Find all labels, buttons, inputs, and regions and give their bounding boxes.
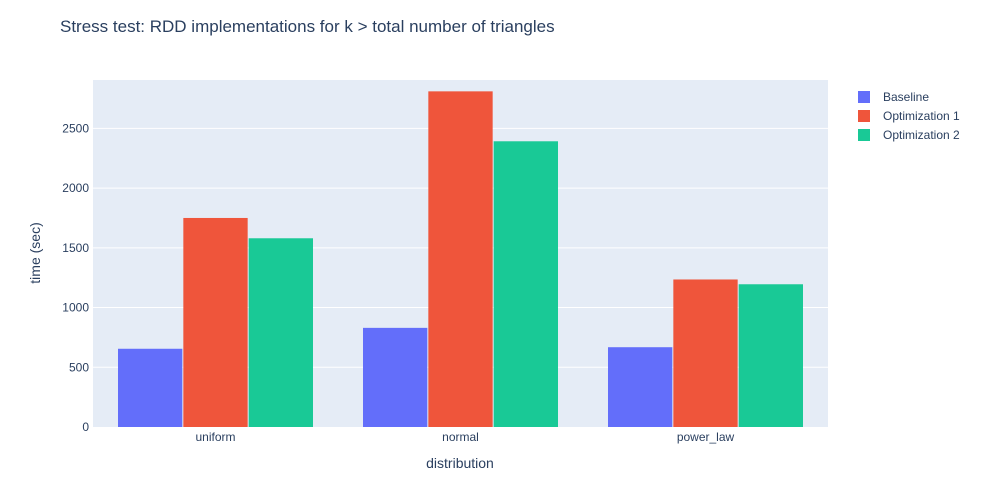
x-tick-label: normal: [442, 430, 479, 444]
y-axis-title: time (sec): [27, 222, 43, 283]
y-axis-ticks: 0 500 1000 1500 2000 2500: [62, 121, 89, 434]
x-axis-title: distribution: [426, 455, 494, 471]
legend-label[interactable]: Baseline: [883, 90, 929, 104]
x-tick-label: uniform: [195, 430, 235, 444]
bar[interactable]: [608, 347, 673, 427]
y-tick-label: 2000: [62, 181, 89, 195]
y-tick-label: 500: [69, 360, 89, 374]
legend-label[interactable]: Optimization 2: [883, 128, 960, 142]
legend-swatch[interactable]: [858, 129, 870, 141]
bar[interactable]: [118, 348, 183, 427]
x-tick-label: power_law: [677, 430, 735, 444]
bar[interactable]: [738, 284, 803, 427]
bars: [118, 91, 803, 427]
legend[interactable]: Baseline Optimization 1 Optimization 2: [858, 90, 960, 142]
legend-swatch[interactable]: [858, 91, 870, 103]
y-tick-label: 0: [82, 420, 89, 434]
bar[interactable]: [248, 238, 313, 427]
bar[interactable]: [183, 217, 248, 427]
bar[interactable]: [673, 279, 738, 427]
y-tick-label: 2500: [62, 121, 89, 135]
x-axis-ticks: uniform normal power_law: [195, 430, 734, 444]
chart-title: Stress test: RDD implementations for k >…: [60, 17, 555, 36]
y-tick-label: 1000: [62, 301, 89, 315]
legend-label[interactable]: Optimization 1: [883, 109, 960, 123]
bar[interactable]: [493, 141, 558, 427]
legend-swatch[interactable]: [858, 110, 870, 122]
bar[interactable]: [428, 91, 493, 427]
y-tick-label: 1500: [62, 241, 89, 255]
bar[interactable]: [363, 327, 428, 427]
